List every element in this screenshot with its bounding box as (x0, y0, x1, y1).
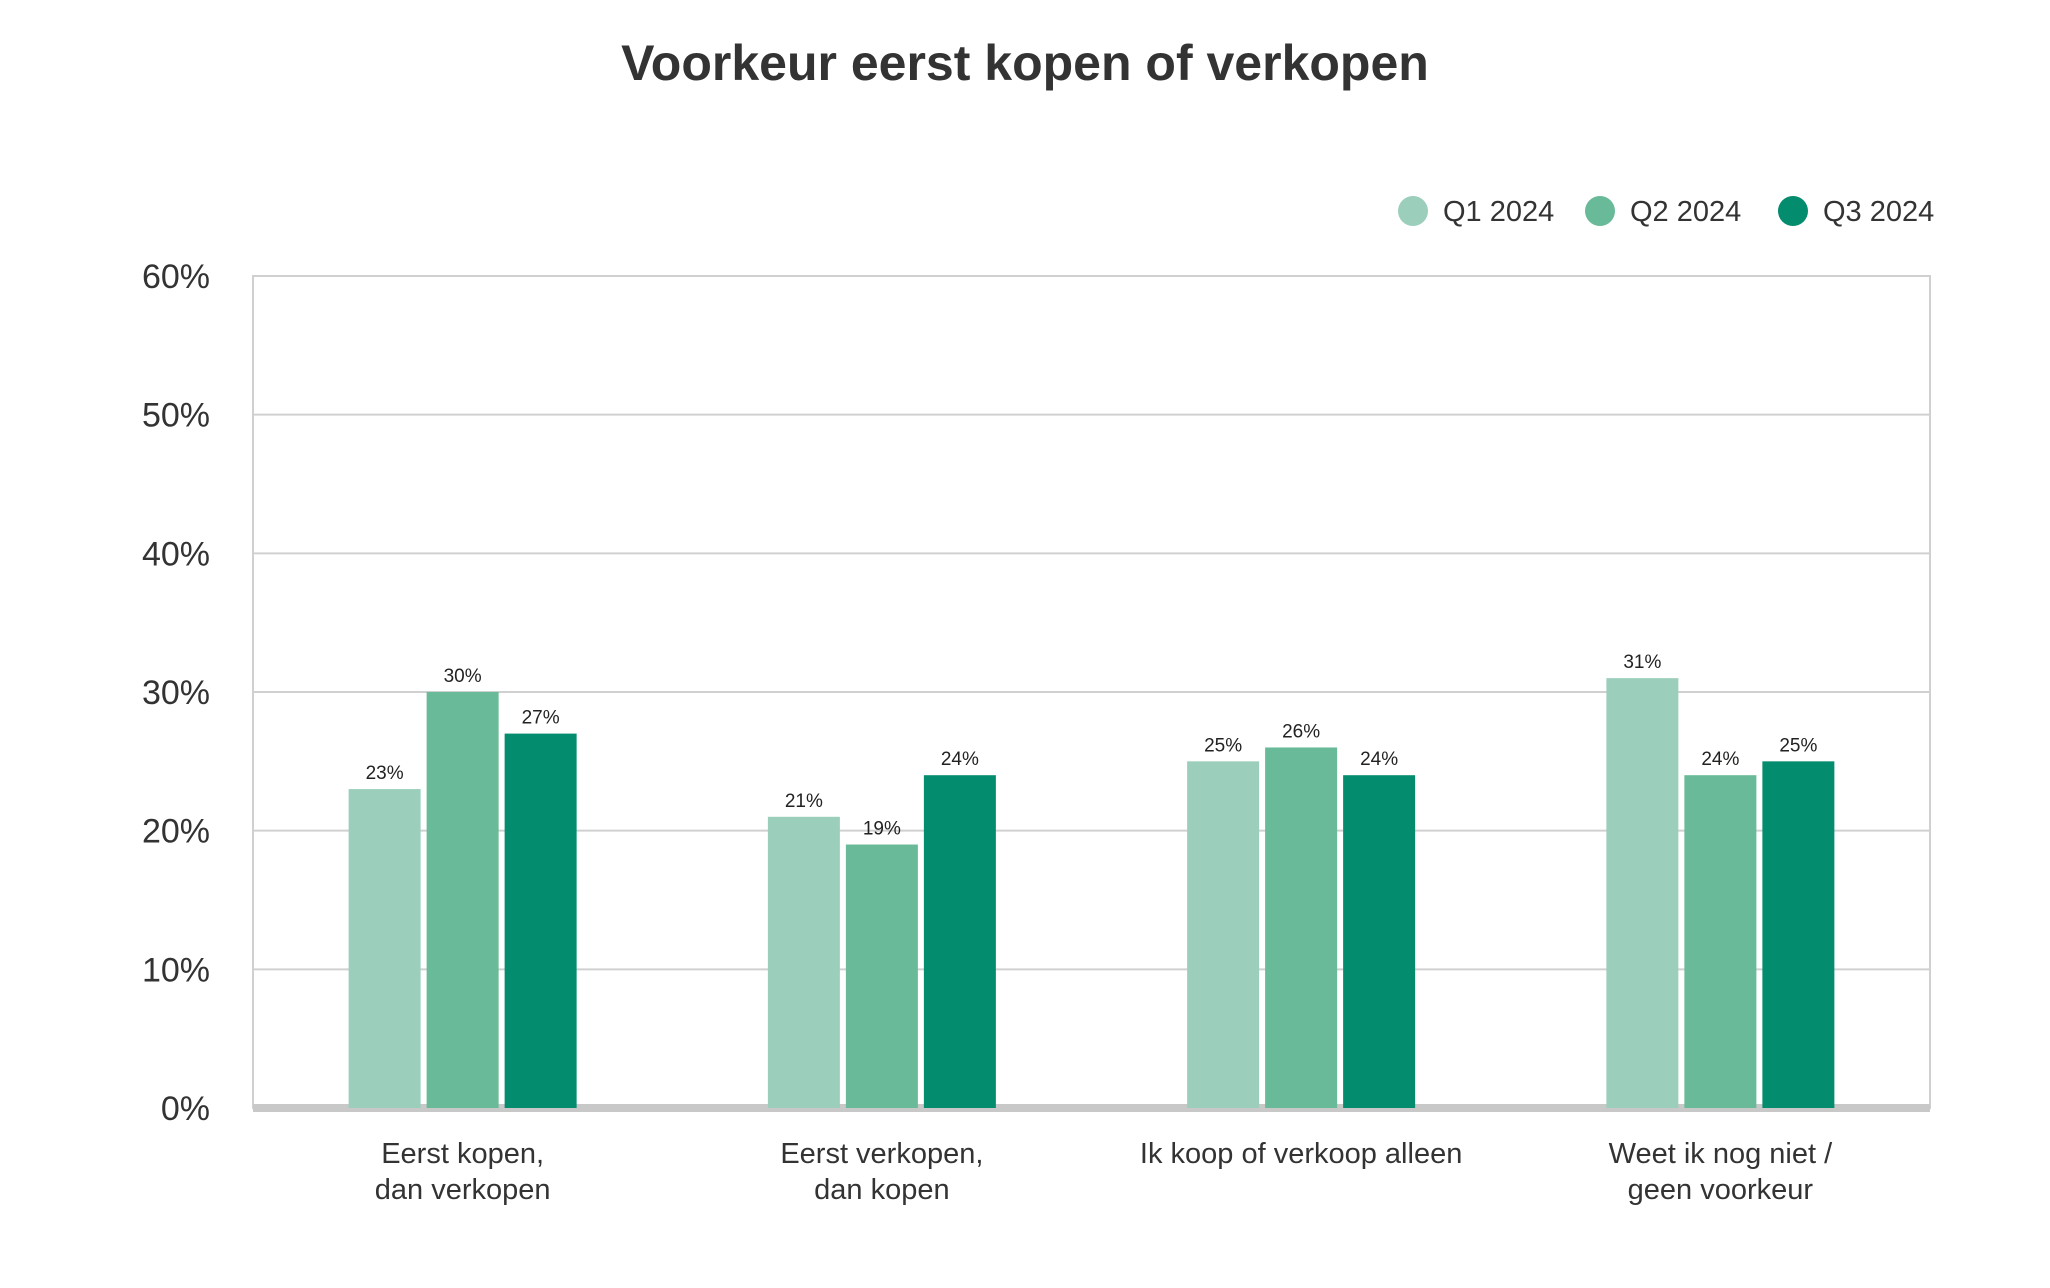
bar-value-label: 23% (366, 763, 404, 784)
y-axis-ticks: 0% 10% 20% 30% 40% 50% 60% (142, 258, 210, 1128)
bar-value-label: 25% (1779, 735, 1817, 756)
legend-label: Q3 2024 (1823, 196, 1934, 228)
bar (1762, 761, 1835, 1108)
legend-label: Q2 2024 (1630, 196, 1741, 228)
bar-value-label: 21% (785, 791, 823, 812)
bar-value-label: 24% (1701, 749, 1739, 770)
bar (426, 692, 499, 1108)
bar-value-label: 30% (444, 666, 482, 687)
chart-title: Voorkeur eerst kopen of verkopen (621, 35, 1429, 91)
bar-value-label: 27% (522, 708, 560, 729)
bar (767, 816, 840, 1108)
bar (1606, 678, 1679, 1108)
x-axis-categories: Eerst kopen, dan verkopen Eerst verkopen, d… (375, 1138, 1833, 1206)
bar-value-label: 19% (863, 819, 901, 840)
bar-value-label: 25% (1204, 735, 1242, 756)
bar (504, 733, 577, 1108)
legend-swatch (1778, 196, 1808, 226)
legend: Q1 2024 Q2 2024 Q3 2024 (1398, 196, 1934, 228)
x-category-label: Eerst verkopen, (780, 1138, 983, 1170)
y-tick-label: 50% (142, 397, 210, 435)
y-tick-label: 20% (142, 813, 210, 851)
legend-label: Q1 2024 (1443, 196, 1554, 228)
legend-swatch (1585, 196, 1615, 226)
bar (1343, 775, 1416, 1108)
legend-swatch (1398, 196, 1428, 226)
bar-value-label: 26% (1282, 721, 1320, 742)
x-category-label: dan kopen (814, 1174, 949, 1206)
bar-value-label: 24% (941, 749, 979, 770)
x-category-label: Weet ik nog niet / (1609, 1138, 1833, 1170)
bar-value-label: 24% (1360, 749, 1398, 770)
x-category-label: geen voorkeur (1628, 1174, 1814, 1206)
y-tick-label: 10% (142, 951, 210, 989)
x-category-label: Ik koop of verkoop alleen (1140, 1138, 1462, 1170)
x-category-label: dan verkopen (375, 1174, 551, 1206)
grid-lines (252, 275, 1931, 1112)
x-category-label: Eerst kopen, (381, 1138, 544, 1170)
y-tick-label: 40% (142, 535, 210, 573)
y-tick-label: 60% (142, 258, 210, 296)
bar (1265, 747, 1338, 1108)
data-labels: 23% 30% 27% 21% 19% 24% 25% 26% 24% 31% 24% 25% (366, 652, 1818, 839)
bar (1187, 761, 1260, 1108)
bar-value-label: 31% (1623, 652, 1661, 673)
y-tick-label: 30% (142, 674, 210, 712)
bar (923, 775, 996, 1108)
bar (348, 789, 421, 1108)
y-tick-label: 0% (161, 1090, 210, 1128)
bar (845, 844, 918, 1108)
bars (348, 678, 1835, 1108)
bar (1684, 775, 1757, 1108)
